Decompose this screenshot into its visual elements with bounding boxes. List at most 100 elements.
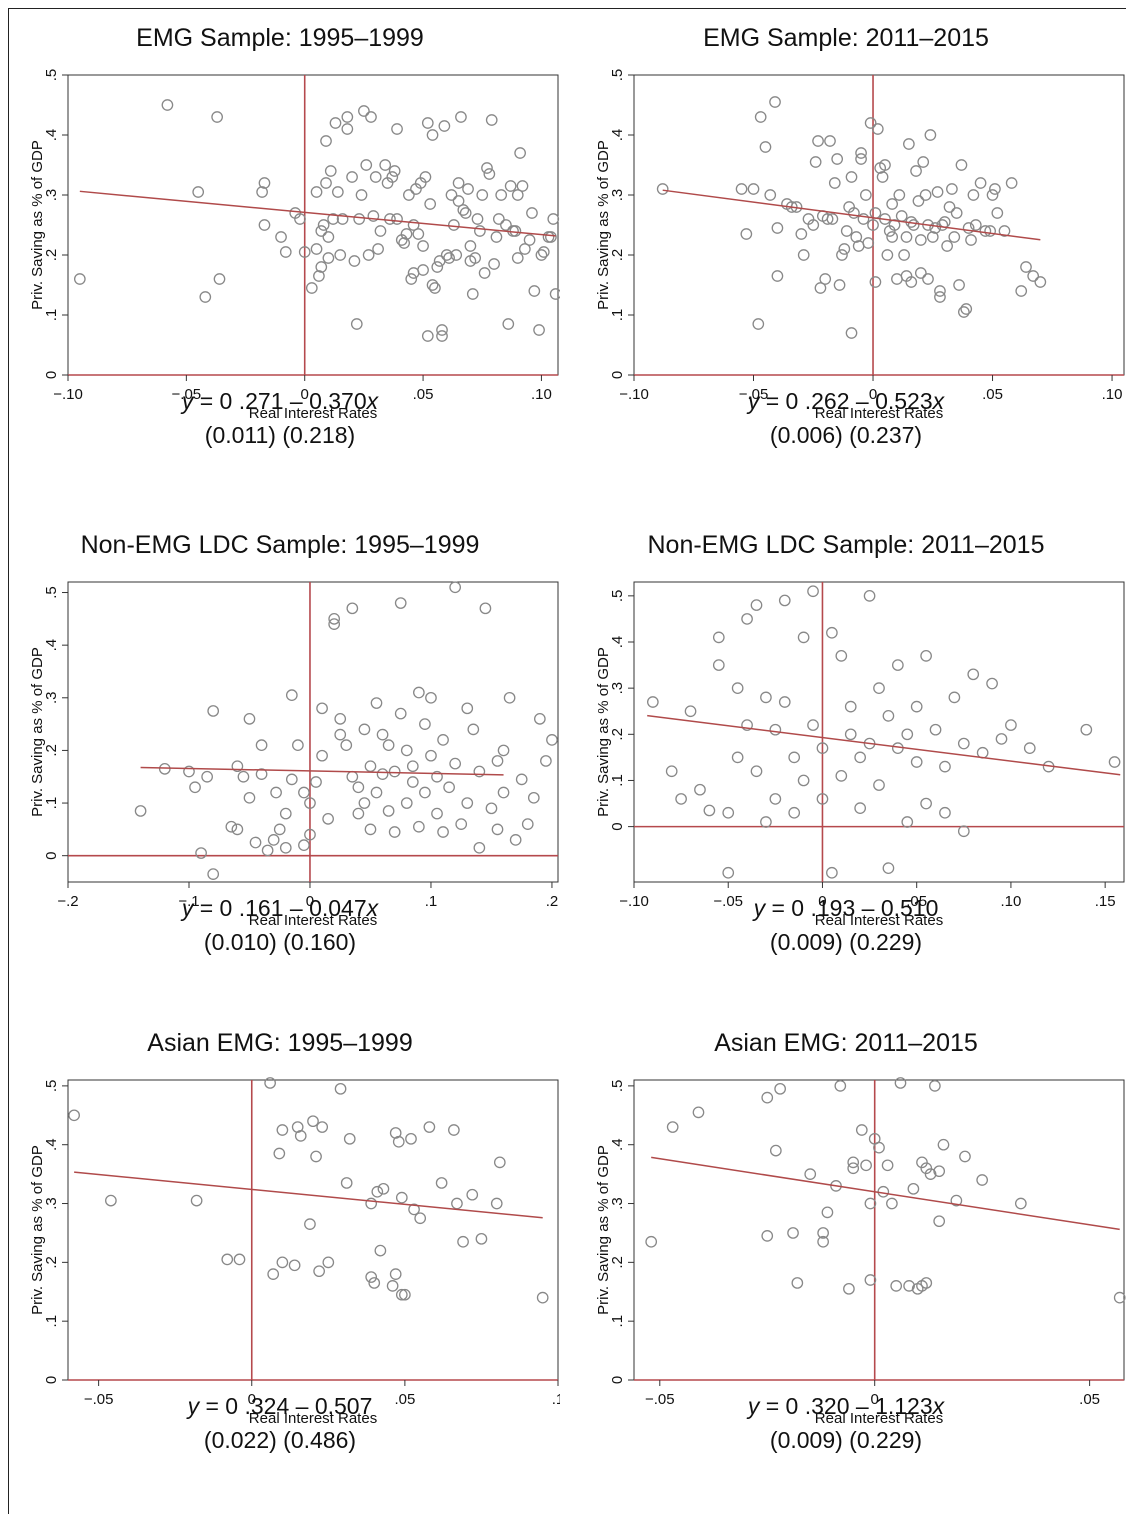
data-point: [328, 618, 341, 630]
data-point: [346, 770, 359, 783]
data-point: [684, 705, 697, 718]
data-point: [844, 700, 857, 713]
data-point: [255, 739, 268, 752]
data-point: [937, 1138, 950, 1151]
data-point: [864, 1197, 877, 1210]
data-point: [161, 99, 174, 111]
y-tick-label: .2: [609, 728, 626, 741]
data-point: [903, 1280, 915, 1292]
data-point: [440, 249, 453, 261]
data-point: [405, 1132, 417, 1145]
data-point: [201, 770, 213, 783]
data-point: [449, 757, 462, 770]
data-point: [426, 279, 439, 291]
data-point: [391, 123, 403, 135]
data-point: [310, 186, 323, 198]
data-point: [258, 177, 271, 189]
data-point: [352, 807, 365, 820]
data-point: [243, 712, 256, 725]
data-point: [328, 612, 341, 625]
data-point: [207, 868, 220, 880]
data-point: [455, 818, 468, 830]
data-point: [854, 751, 867, 764]
chart-panel-emg-2011-2015: EMG Sample: 2011–2015 −.10 −.05 0 .05 .10 0 .1…: [566, 8, 1126, 508]
data-point: [876, 171, 889, 183]
data-point: [712, 631, 725, 644]
data-point: [372, 243, 384, 255]
data-point: [352, 781, 365, 794]
data-point: [388, 765, 401, 778]
data-point: [864, 1274, 877, 1286]
data-point: [365, 111, 377, 123]
data-point: [436, 324, 448, 336]
x-tick-label: −.05: [84, 1391, 114, 1408]
data-point: [348, 255, 361, 267]
data-point: [511, 189, 524, 201]
data-point: [358, 797, 371, 809]
data-point: [703, 804, 716, 817]
data-point: [934, 291, 946, 303]
data-point: [459, 207, 472, 219]
data-point: [433, 255, 446, 267]
data-point: [421, 117, 434, 129]
standard-errors: (0.011) (0.218): [204, 422, 356, 448]
data-point: [315, 261, 328, 273]
chart-panel-asian-emg-2011-2015: Asian EMG: 2011–2015 −.05 0 .05 0 .1 .2 .3 .4 .5…: [566, 1013, 1126, 1513]
data-point: [493, 1156, 506, 1169]
chart-title: EMG Sample: 2011–2015: [703, 24, 989, 52]
data-point: [934, 285, 946, 297]
data-point: [936, 219, 949, 231]
data-point: [504, 180, 517, 192]
data-point: [850, 231, 863, 243]
data-point: [692, 1106, 705, 1119]
data-point: [340, 739, 353, 752]
data-point: [438, 120, 451, 132]
data-point: [327, 213, 339, 225]
y-tick-label: .2: [43, 744, 60, 757]
x-tick-label: −.10: [619, 893, 649, 910]
standard-errors: (0.009) (0.229): [769, 929, 923, 955]
y-tick-label: .1: [43, 797, 60, 810]
data-point: [322, 252, 335, 264]
data-point: [826, 213, 839, 225]
data-point: [1034, 276, 1047, 288]
data-point: [304, 1218, 316, 1230]
data-point: [871, 123, 884, 135]
data-point: [879, 159, 891, 171]
regression-equation: y = 0 .193 – 0.510: [753, 895, 939, 921]
data-point: [958, 306, 970, 318]
data-point: [497, 744, 510, 757]
data-point: [407, 219, 420, 231]
data-point: [435, 1177, 448, 1189]
data-point: [521, 818, 534, 830]
data-point: [860, 189, 872, 201]
data-point: [491, 755, 504, 767]
data-point: [547, 213, 560, 225]
data-point: [273, 823, 286, 836]
data-point: [407, 267, 420, 279]
data-point: [797, 631, 810, 644]
data-point: [933, 1165, 946, 1178]
data-point: [399, 1288, 411, 1301]
data-point: [1015, 285, 1028, 297]
data-point: [370, 786, 383, 799]
y-tick-label: .2: [43, 249, 60, 262]
data-point: [986, 677, 998, 690]
x-tick-label: −.05: [172, 386, 202, 403]
y-tick-label: 0: [609, 371, 626, 379]
data-point: [329, 117, 342, 129]
standard-errors: (0.009) (0.229): [769, 1427, 923, 1453]
data-point: [939, 760, 951, 773]
x-tick-label: 0: [871, 1391, 879, 1408]
data-point: [976, 1174, 989, 1186]
data-point: [824, 135, 836, 147]
data-point: [476, 189, 489, 201]
data-point: [527, 791, 540, 804]
data-point: [473, 841, 486, 854]
x-tick-label: −.1: [178, 893, 199, 910]
data-point: [926, 231, 939, 243]
y-tick-label: .5: [609, 1080, 626, 1093]
data-point: [158, 762, 171, 775]
data-point: [394, 707, 407, 720]
data-point: [1014, 1197, 1027, 1210]
